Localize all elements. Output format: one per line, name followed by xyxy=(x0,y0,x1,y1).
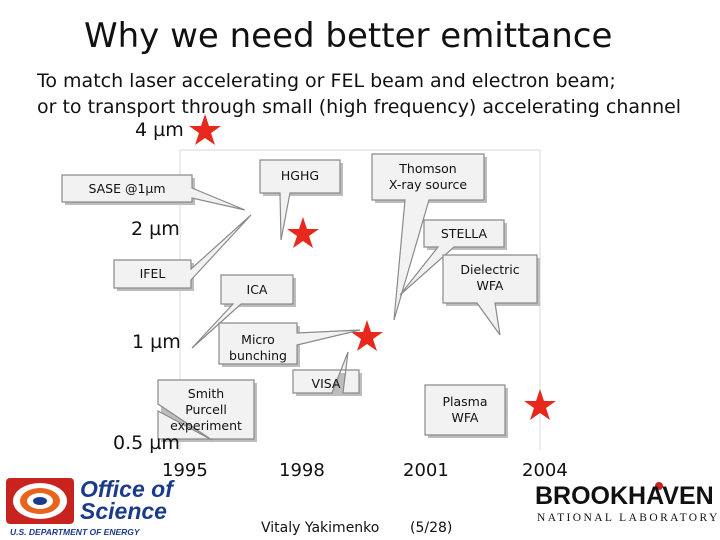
callout-sase xyxy=(61,174,246,211)
callout-ifel xyxy=(113,214,252,291)
x-label-1995: 1995 xyxy=(162,460,208,481)
callout-stella xyxy=(399,219,507,296)
callout-label-visa: VISA xyxy=(311,376,341,391)
callout-label-thomson: Thomson X-ray source xyxy=(388,161,468,192)
subtitle-line-1: To match laser accelerating or FEL beam … xyxy=(37,70,616,92)
x-label-2004: 2004 xyxy=(522,460,568,481)
callout-visa xyxy=(292,351,362,396)
footer-page-number: (5/28) xyxy=(410,520,453,536)
callout-label-stella: STELLA xyxy=(440,226,488,241)
callout-label-ica: ICA xyxy=(246,282,268,297)
callout-thomson xyxy=(371,153,487,321)
y-label-4um: 4 µm xyxy=(135,119,184,141)
bnl-logo-name: BROOKHAVEN xyxy=(535,482,714,510)
subtitle-line-2: or to transport through small (high freq… xyxy=(37,96,682,118)
star-marker xyxy=(287,217,319,248)
doe-logo-name: Office of Science xyxy=(80,476,173,524)
callout-label-ifel: IFEL xyxy=(139,266,166,281)
y-label-2um: 2 µm xyxy=(131,218,180,240)
x-label-1998: 1998 xyxy=(279,460,325,481)
star-marker xyxy=(189,114,221,145)
callout-label-dielectric: Dielectric WFA xyxy=(460,262,520,293)
doe-logo-department: U.S. DEPARTMENT OF ENERGY xyxy=(10,527,140,537)
footer-author: Vitaly Yakimenko xyxy=(261,520,380,536)
star-marker xyxy=(351,320,383,351)
star-marker xyxy=(524,389,556,420)
callout-micro xyxy=(218,322,361,367)
y-label-0-5um: 0.5 µm xyxy=(113,432,180,454)
callout-hghg xyxy=(259,159,343,241)
bnl-logo-subtitle: NATIONAL LABORATORY xyxy=(537,512,720,524)
callout-plasma xyxy=(424,384,508,438)
slide-title: Why we need better emittance xyxy=(84,16,613,56)
callout-dielectric xyxy=(442,254,540,336)
callout-label-plasma: Plasma WFA xyxy=(442,394,488,425)
x-label-2001: 2001 xyxy=(403,460,449,481)
bnl-emblem-icon xyxy=(655,482,663,490)
callout-label-smith: Smith Purcell experiment xyxy=(170,386,242,433)
callout-ica xyxy=(191,274,296,349)
callout-smith xyxy=(157,379,257,442)
callout-label-sase: SASE @1µm xyxy=(88,181,166,196)
callout-label-micro: Micro bunching xyxy=(229,332,287,363)
y-label-1um: 1 µm xyxy=(132,331,181,353)
doe-emblem-icon xyxy=(6,478,74,524)
callout-label-hghg: HGHG xyxy=(280,168,320,183)
